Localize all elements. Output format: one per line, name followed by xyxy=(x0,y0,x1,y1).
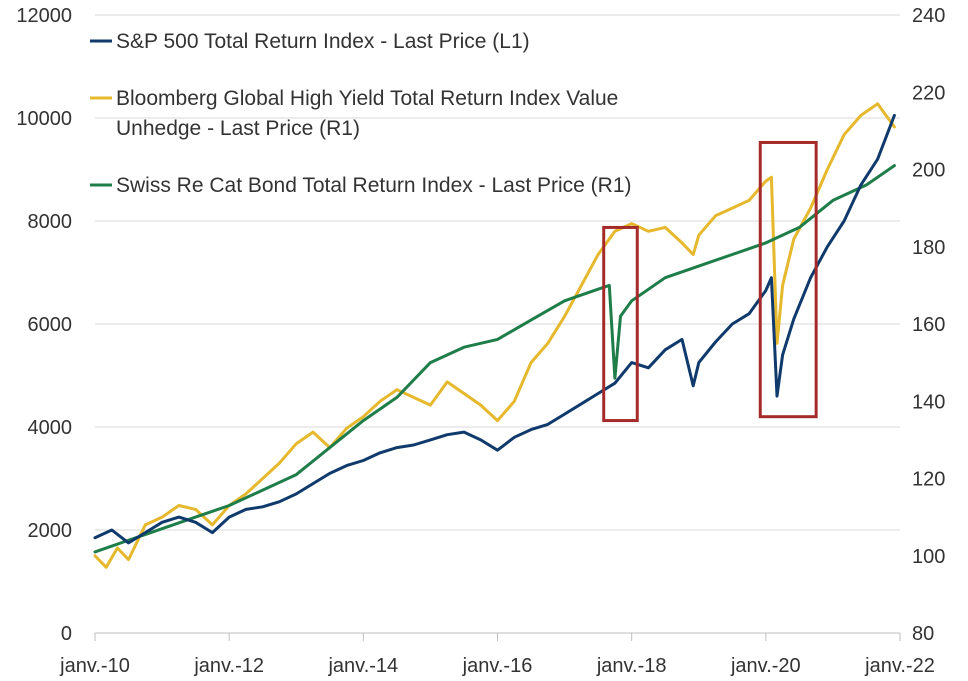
y-right-tick-label: 120 xyxy=(912,469,945,491)
x-tick-label: janv.-12 xyxy=(193,655,264,677)
y-left-tick-label: 6000 xyxy=(28,314,73,336)
y-left-tick-label: 2000 xyxy=(28,520,73,542)
axis-layer: 0 2000 4000 6000 8000 10000 12000 80 100 120 140 16… xyxy=(16,5,945,677)
legend-label: Swiss Re Cat Bond Total Return Index - L… xyxy=(116,174,632,197)
y-left-tick-label: 0 xyxy=(61,623,72,645)
x-tick-label: janv.-20 xyxy=(730,655,801,677)
y-right-tick-label: 160 xyxy=(912,314,945,336)
y-right-tick-label: 240 xyxy=(912,5,945,27)
grid-layer xyxy=(95,14,900,531)
x-tick-label: janv.-16 xyxy=(462,655,533,677)
y-right-tick-label: 220 xyxy=(912,82,945,104)
legend-label: S&P 500 Total Return Index - Last Price … xyxy=(116,30,530,53)
highlight-box-0 xyxy=(602,225,639,423)
annotation-layer xyxy=(602,140,818,423)
y-right-tick-label: 180 xyxy=(912,237,945,259)
legend-label: Bloomberg Global High Yield Total Return… xyxy=(116,87,618,110)
x-tick-label: janv.-10 xyxy=(59,655,130,677)
y-right-tick-label: 140 xyxy=(912,391,945,413)
series-line-0 xyxy=(93,113,896,545)
highlight-box-1 xyxy=(758,140,818,419)
y-left-tick-label: 10000 xyxy=(16,108,72,130)
x-tick-label: janv.-22 xyxy=(864,655,935,677)
y-right-tick-label: 200 xyxy=(912,160,945,182)
legend-label: Unhedge - Last Price (R1) xyxy=(116,117,360,140)
y-right-tick-label: 80 xyxy=(912,623,934,645)
series-line-2 xyxy=(93,164,896,554)
x-tick-label: janv.-14 xyxy=(327,655,398,677)
y-left-tick-label: 12000 xyxy=(16,5,72,27)
y-left-tick-label: 8000 xyxy=(28,211,73,233)
x-tick-label: janv.-18 xyxy=(596,655,667,677)
series-line-1 xyxy=(93,102,896,569)
y-right-tick-label: 100 xyxy=(912,546,945,568)
legend: S&P 500 Total Return Index - Last Price … xyxy=(90,30,632,197)
y-left-tick-label: 4000 xyxy=(28,417,73,439)
series-layer xyxy=(93,102,896,569)
